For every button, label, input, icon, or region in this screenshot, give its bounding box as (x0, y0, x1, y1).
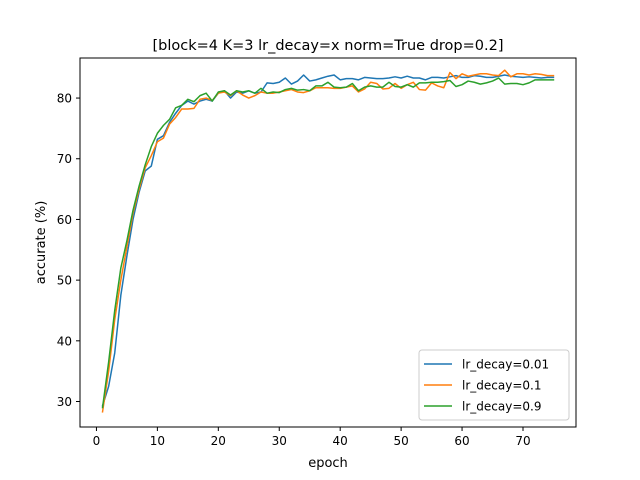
y-axis-label: accurate (%) (34, 201, 49, 285)
x-tick-label: 20 (211, 434, 226, 448)
x-tick-label: 0 (93, 434, 101, 448)
y-tick-label: 60 (57, 213, 72, 227)
y-tick-label: 50 (57, 274, 72, 288)
series-line-0 (101, 74, 555, 407)
legend-label-0: lr_decay=0.01 (462, 358, 549, 372)
x-tick-label: 50 (393, 434, 408, 448)
x-tick-label: 60 (454, 434, 469, 448)
legend: lr_decay=0.01 lr_decay=0.1 lr_decay=0.9 (418, 349, 570, 421)
y-axis: 30 40 50 60 70 80 (57, 92, 80, 409)
chart-title: [block=4 K=3 lr_decay=x norm=True drop=0… (153, 38, 504, 54)
plot-frame (79, 57, 577, 428)
y-tick-label: 40 (57, 334, 72, 348)
plot-area (101, 69, 555, 413)
x-axis: 0 10 20 30 40 50 60 70 (93, 427, 531, 448)
legend-label-1: lr_decay=0.1 (462, 379, 541, 393)
x-tick-label: 30 (272, 434, 287, 448)
x-tick-label: 40 (333, 434, 348, 448)
y-tick-label: 70 (57, 152, 72, 166)
y-tick-label: 80 (57, 92, 72, 106)
x-axis-label: epoch (308, 456, 348, 471)
legend-box (418, 349, 570, 421)
y-tick-label: 30 (57, 395, 72, 409)
series-line-2 (101, 77, 555, 409)
legend-label-2: lr_decay=0.9 (462, 400, 541, 414)
series-line-1 (101, 69, 555, 413)
x-tick-label: 70 (515, 434, 530, 448)
x-tick-label: 10 (150, 434, 165, 448)
